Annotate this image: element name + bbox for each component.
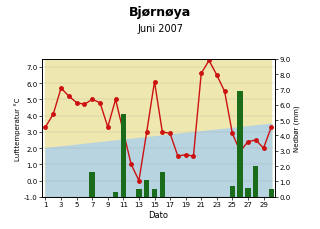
Bar: [160, 172, 165, 197]
Text: Juni 2007: Juni 2007: [137, 24, 183, 34]
Bar: [237, 92, 243, 197]
Y-axis label: Lufttemperatur °C: Lufttemperatur °C: [14, 97, 21, 160]
Bar: [121, 114, 126, 197]
Bar: [136, 189, 142, 197]
X-axis label: Dato: Dato: [148, 210, 168, 219]
Bar: [113, 192, 118, 197]
Bar: [253, 166, 259, 197]
Bar: [152, 189, 157, 197]
Bar: [90, 172, 95, 197]
Bar: [230, 186, 235, 197]
Bar: [144, 180, 149, 197]
Y-axis label: Nedbør (mm): Nedbør (mm): [293, 105, 300, 151]
Text: Bjørnøya: Bjørnøya: [129, 6, 191, 19]
Bar: [268, 189, 274, 197]
Bar: [245, 188, 251, 197]
